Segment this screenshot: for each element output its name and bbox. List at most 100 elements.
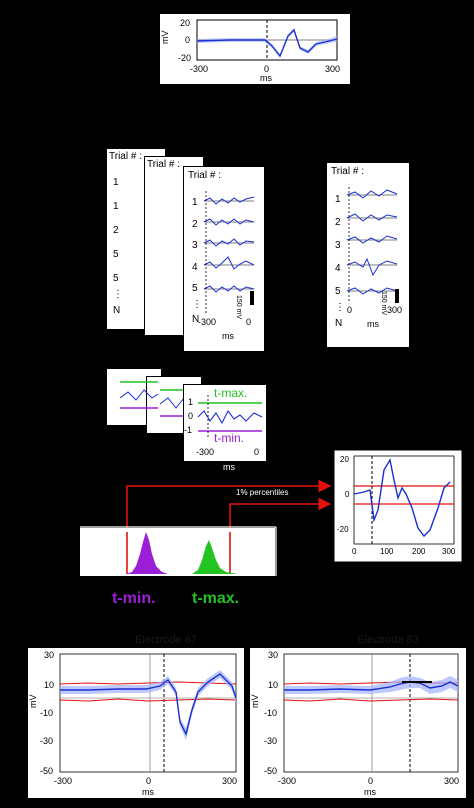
arrow-inner — [229, 497, 332, 532]
top-erp-ytick-2: -20 — [178, 53, 191, 63]
trial-right-n1: 1 — [335, 194, 341, 205]
trial-card-front: Trial # : 1 2 3 4 5 ⋮ N 150 mV -300 0 ms — [183, 166, 265, 352]
top-erp-trace — [196, 28, 338, 58]
trial-right-dots: ⋮ — [335, 302, 345, 313]
electrode-67-trace — [60, 673, 237, 737]
trial-right-n6: N — [335, 318, 343, 329]
trial-right-trace-4 — [346, 257, 398, 277]
trial-right-n5: 5 — [335, 286, 341, 297]
histogram-plot — [80, 526, 277, 576]
trial-front-n4: 4 — [192, 261, 198, 273]
inset-xtick-0: 0 — [352, 547, 357, 556]
top-erp-xtick-2: 300 — [325, 64, 340, 74]
trial-card-front-header: Trial # : — [188, 170, 221, 181]
histogram-tmin-bars — [126, 532, 168, 574]
electrode-83-plot: mV 30 10 -10 -30 -50 -300 0 300 ms — [250, 648, 466, 798]
electrode-83-xlabel: ms — [364, 787, 376, 797]
top-erp-xlabel: ms — [260, 73, 272, 83]
trial-card-right-numbers: 1 2 3 4 5 ⋮ N — [335, 188, 345, 335]
trial-front-trace-5 — [203, 285, 255, 293]
trial-back-n4: 5 — [113, 249, 119, 260]
percentile-arrows — [126, 479, 332, 532]
trial-right-scale-bar — [395, 289, 399, 303]
trial-back-n6: N — [113, 305, 121, 316]
tstat-card-front: t-max. t-min. 1 0 -1 -300 0 — [183, 384, 267, 462]
trial-card-right: Trial # : 1 2 3 4 5 ⋮ N 150 mV 0 300 ms — [326, 162, 410, 348]
trial-right-n4: 4 — [335, 263, 341, 274]
electrode-83-axes — [283, 653, 459, 773]
trial-right-xlabel: ms — [367, 319, 379, 329]
tstat-xtick-1: 0 — [254, 447, 260, 457]
tstat-ytick-0: 1 — [188, 397, 194, 407]
trial-front-n2: 2 — [192, 218, 198, 230]
top-erp-ytick-0: 20 — [180, 18, 190, 28]
top-erp-band — [197, 28, 337, 58]
electrode-67-plot: mV 30 10 -10 -30 -50 -300 0 300 ms — [28, 648, 244, 798]
electrode-67-lower-threshold — [59, 698, 237, 702]
electrode-67-ylabel: mV — [28, 695, 38, 709]
top-erp-xtick-0: -300 — [190, 64, 208, 74]
electrode-67-xtick-0: -300 — [54, 776, 72, 786]
trial-card-front-numbers: 1 2 3 4 5 ⋮ N — [192, 192, 202, 330]
electrode-83-ytick-4: -50 — [264, 766, 277, 776]
trial-back-n2: 1 — [113, 201, 119, 212]
trial-card-middle-header: Trial # : — [147, 159, 180, 170]
arrow-outer — [126, 479, 332, 532]
trial-right-n3: 3 — [335, 240, 341, 251]
electrode-67-ytick-0: 30 — [44, 650, 54, 660]
electrode-83-ytick-1: 10 — [268, 680, 278, 690]
trial-card-back-header: Trial # : — [109, 151, 142, 162]
trial-front-scale-bar — [250, 291, 254, 305]
top-erp-xtick-1: 0 — [264, 64, 269, 74]
electrode-83-xtick-0: -300 — [278, 776, 296, 786]
electrode-83-ytick-0: 30 — [268, 650, 278, 660]
trial-front-n5: 5 — [192, 283, 198, 294]
inset-xtick-1: 100 — [380, 547, 394, 556]
electrode-67-ytick-2: -10 — [40, 708, 53, 718]
trial-front-n1: 1 — [192, 197, 198, 208]
tstat-ytick-2: -1 — [184, 425, 193, 435]
electrode-83-lower-threshold — [283, 698, 459, 702]
inset-xtick-2: 200 — [412, 547, 426, 556]
trial-front-dots: ⋮ — [192, 298, 202, 310]
trial-right-scale-label: 150 mV — [380, 291, 387, 316]
electrode-83-title: Electrode 83 — [357, 634, 419, 646]
electrode-67-ytick-3: -30 — [40, 736, 53, 746]
top-erp-plot: mV 20 0 -20 -300 0 300 ms — [160, 14, 350, 84]
tstat-front-plot — [197, 395, 263, 439]
trial-front-trace-2 — [203, 218, 255, 226]
histogram-tmin-label: t-min. — [112, 590, 156, 607]
top-erp-ylabel: mV — [160, 31, 170, 45]
trial-right-trace-3 — [346, 235, 398, 244]
trial-card-right-traces — [346, 187, 399, 303]
tstat-ytick-1: 0 — [188, 411, 194, 421]
trial-back-dots: ⋮ — [113, 289, 123, 300]
trial-right-trace-5 — [346, 287, 398, 295]
trial-right-trace-1 — [346, 189, 398, 199]
electrode-67-xtick-2: 300 — [222, 776, 237, 786]
trial-back-n1: 1 — [113, 177, 119, 188]
tstat-tmin-label: t-min. — [214, 431, 244, 445]
electrode-67-band — [60, 670, 236, 740]
electrode-67-axes — [59, 653, 237, 773]
inset-erp-plot: 20 0 -20 0 100 200 300 — [334, 450, 462, 562]
electrode-67-ytick-1: 10 — [44, 680, 54, 690]
electrode-83-ylabel: mV — [250, 695, 260, 709]
trial-front-xtick-0: -300 — [198, 317, 217, 327]
electrode-67-ytick-4: -50 — [40, 766, 53, 776]
inset-ytick-0: 20 — [340, 455, 349, 464]
inset-xtick-3: 300 — [442, 547, 456, 556]
trial-card-back-numbers: 1 1 2 5 5 ⋮ N — [113, 171, 123, 323]
tstat-xlabel: ms — [223, 462, 235, 472]
trial-right-n2: 2 — [335, 217, 341, 228]
trial-front-n3: 3 — [192, 240, 198, 251]
tstat-tmax-label: t-max. — [214, 386, 248, 400]
trial-card-front-traces — [203, 191, 255, 315]
trial-right-xtick-1: 300 — [387, 305, 403, 315]
trial-card-right-header: Trial # : — [331, 166, 364, 177]
electrode-67-title: Electrode 67 — [135, 634, 197, 646]
trial-front-xtick-1: 0 — [246, 317, 252, 327]
electrode-83-ytick-3: -30 — [264, 736, 277, 746]
inset-ytick-2: -20 — [337, 525, 349, 534]
trial-front-scale-label: 150 mV — [235, 295, 242, 320]
